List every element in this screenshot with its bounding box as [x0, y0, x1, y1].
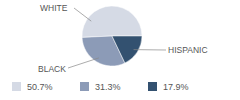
chart: WHITE BLACK HISPANIC 50.7% 31.3% 17.9%	[0, 0, 240, 100]
slice-label: HISPANIC	[168, 45, 208, 55]
leader-line	[74, 8, 91, 21]
legend-swatch	[148, 82, 157, 91]
legend-label: 17.9%	[163, 82, 189, 92]
legend-label: 50.7%	[27, 82, 53, 92]
slice-label: WHITE	[40, 3, 68, 13]
leader-line	[134, 49, 166, 50]
legend-swatch	[80, 82, 89, 91]
slice-label: BLACK	[38, 64, 66, 74]
leader-line	[68, 58, 99, 68]
legend-swatch	[12, 82, 21, 91]
legend: 50.7% 31.3% 17.9%	[12, 82, 189, 92]
pie	[82, 6, 142, 66]
pie-slice	[82, 6, 142, 37]
legend-label: 31.3%	[95, 82, 121, 92]
